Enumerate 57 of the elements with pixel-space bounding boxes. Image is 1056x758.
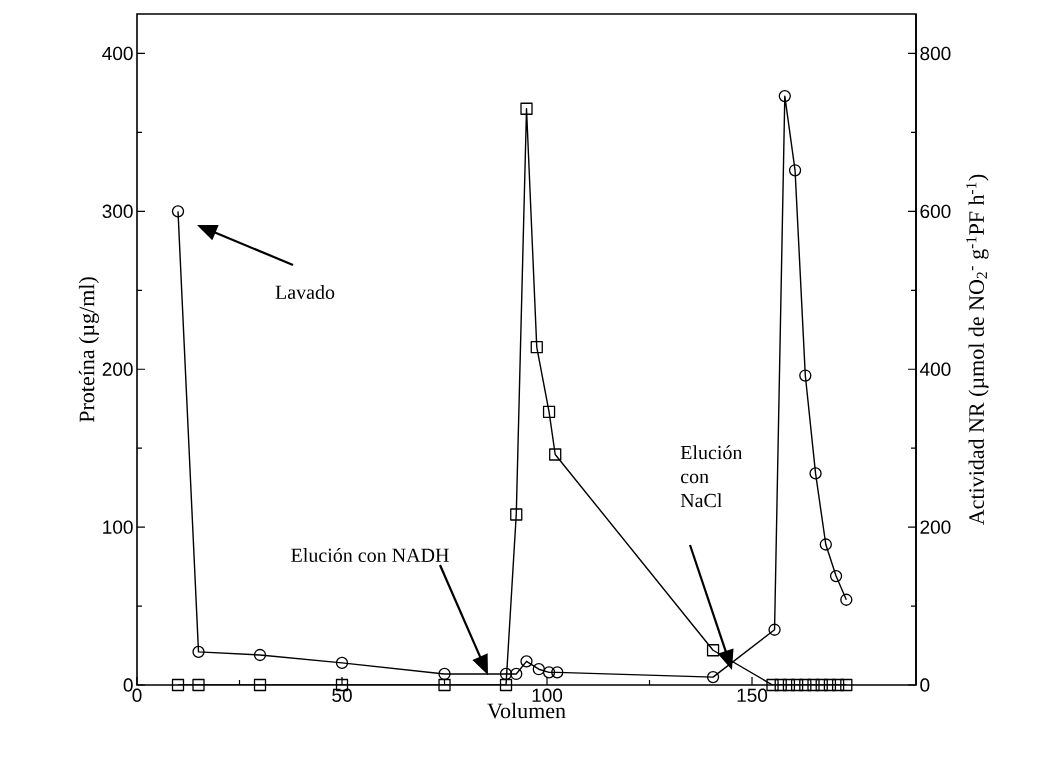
point	[171, 205, 185, 218]
point	[253, 678, 267, 692]
point	[799, 369, 812, 382]
point	[819, 538, 832, 551]
y-tick-label: 300	[102, 204, 133, 219]
point	[774, 678, 787, 692]
point	[551, 666, 564, 679]
point	[499, 678, 513, 692]
point	[520, 102, 533, 115]
annotation: Elución con NaCl	[680, 445, 743, 508]
point	[706, 644, 720, 657]
y2-tick-label: 0	[920, 678, 930, 692]
y-tick-label: 0	[123, 678, 133, 692]
point	[782, 678, 796, 692]
point	[549, 448, 562, 461]
y-axis-title: Proteína (µg/ml)	[78, 277, 99, 423]
annotation: Lavado	[275, 284, 335, 300]
point	[778, 89, 791, 103]
point	[520, 655, 533, 668]
point	[335, 656, 349, 670]
point	[829, 569, 843, 583]
y-tick-label: 200	[102, 362, 133, 376]
point	[530, 340, 543, 354]
point	[192, 678, 205, 692]
y2-tick-label: 600	[920, 204, 951, 219]
y2-tick-label: 400	[919, 362, 951, 376]
x-axis-title: Volumen	[487, 702, 566, 719]
y2-axis-title: Actividad NR (µmol de NO$_{2}$$^{-}$ g$^{-1}$PF h$^{-1}$)	[966, 174, 989, 525]
y-tick-label: 100	[103, 520, 133, 534]
point	[809, 467, 822, 480]
point	[192, 645, 205, 658]
point	[532, 663, 545, 676]
point	[788, 164, 802, 177]
point	[815, 678, 828, 692]
point	[766, 678, 779, 692]
point	[510, 508, 523, 521]
y2-tick-label: 200	[920, 520, 951, 534]
point	[823, 678, 837, 692]
point	[840, 593, 853, 606]
point	[807, 678, 820, 692]
point	[768, 623, 781, 636]
x-tick-label: 0	[132, 688, 142, 702]
y2-tick-label: 800	[920, 46, 951, 61]
point	[171, 678, 185, 692]
point	[799, 678, 812, 692]
point	[790, 678, 804, 692]
y-tick-label: 400	[102, 46, 133, 61]
point	[831, 678, 845, 692]
annotation: Elución con NADH	[291, 547, 449, 563]
point	[510, 667, 523, 681]
point	[438, 678, 451, 692]
point	[706, 670, 720, 684]
point	[542, 405, 556, 419]
x-tick-label: 150	[737, 688, 768, 702]
x-tick-label: 100	[532, 688, 563, 702]
point	[253, 648, 267, 662]
point	[840, 678, 853, 692]
